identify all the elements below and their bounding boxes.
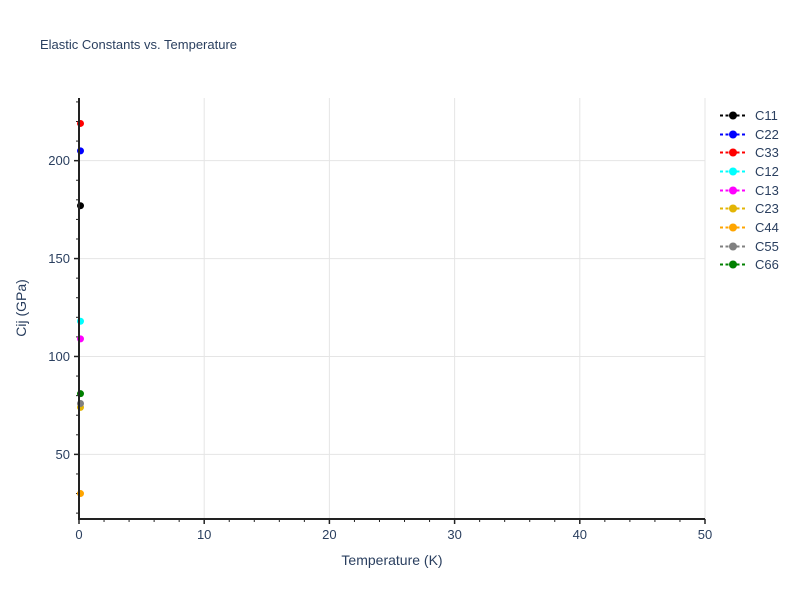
legend-marker-C12 xyxy=(720,167,746,176)
x-tick-label: 10 xyxy=(197,527,211,542)
legend-marker-C23 xyxy=(720,204,746,213)
y-axis-title: Cij (GPa) xyxy=(13,279,29,337)
legend-label: C55 xyxy=(755,238,779,254)
x-tick-label: 50 xyxy=(698,527,712,542)
x-tick-label: 30 xyxy=(447,527,461,542)
legend-marker-C13 xyxy=(720,186,746,195)
legend-marker-C44 xyxy=(720,223,746,232)
legend-item-C23[interactable]: C23 xyxy=(720,200,779,219)
y-tick-label: 200 xyxy=(48,153,70,168)
x-axis-title: Temperature (K) xyxy=(341,552,443,568)
legend-label: C33 xyxy=(755,145,779,161)
x-tick-label: 0 xyxy=(75,527,82,542)
legend-item-C66[interactable]: C66 xyxy=(720,256,779,275)
legend-marker-C66 xyxy=(720,260,746,269)
legend-item-C44[interactable]: C44 xyxy=(720,218,779,237)
legend-label: C13 xyxy=(755,182,779,198)
legend-item-C22[interactable]: C22 xyxy=(720,125,779,144)
y-tick-label: 150 xyxy=(48,251,70,266)
y-tick-label: 50 xyxy=(56,447,70,462)
legend-label: C66 xyxy=(755,257,779,273)
legend-label: C11 xyxy=(755,107,778,123)
x-tick-label: 40 xyxy=(573,527,587,542)
legend-item-C33[interactable]: C33 xyxy=(720,143,779,162)
legend-label: C44 xyxy=(755,220,779,236)
y-tick-label: 100 xyxy=(48,349,70,364)
legend-label: C23 xyxy=(755,201,779,217)
legend-marker-C11 xyxy=(720,111,746,120)
chart-title: Elastic Constants vs. Temperature xyxy=(40,37,238,52)
legend-label: C22 xyxy=(755,126,779,142)
legend-item-C13[interactable]: C13 xyxy=(720,181,779,200)
x-tick-label: 20 xyxy=(322,527,336,542)
legend-item-C12[interactable]: C12 xyxy=(720,162,779,181)
legend-item-C11[interactable]: C11 xyxy=(720,106,778,125)
legend-marker-C33 xyxy=(720,148,746,157)
legend-item-C55[interactable]: C55 xyxy=(720,237,779,256)
legend-label: C12 xyxy=(755,163,779,179)
legend-marker-C55 xyxy=(720,242,746,251)
legend-marker-C22 xyxy=(720,130,746,139)
